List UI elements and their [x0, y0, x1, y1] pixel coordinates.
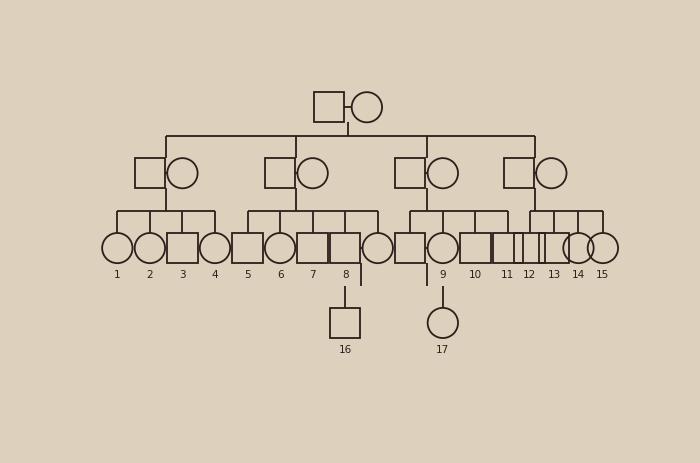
Bar	[314, 92, 344, 122]
Text: 17: 17	[436, 344, 449, 355]
Text: 1: 1	[114, 270, 120, 280]
Bar	[493, 233, 523, 263]
Bar	[514, 233, 545, 263]
Text: 6: 6	[276, 270, 284, 280]
Text: 10: 10	[469, 270, 482, 280]
Text: 3: 3	[179, 270, 186, 280]
Bar	[460, 233, 491, 263]
Bar	[134, 158, 165, 188]
Bar	[330, 308, 360, 338]
Bar	[265, 158, 295, 188]
Text: 13: 13	[547, 270, 561, 280]
Text: 2: 2	[146, 270, 153, 280]
Text: 14: 14	[572, 270, 585, 280]
Text: 8: 8	[342, 270, 349, 280]
Text: 9: 9	[440, 270, 446, 280]
Bar	[167, 233, 197, 263]
Bar	[232, 233, 262, 263]
Bar	[395, 158, 426, 188]
Bar	[395, 233, 426, 263]
Text: 12: 12	[523, 270, 536, 280]
Text: 11: 11	[501, 270, 514, 280]
Bar	[330, 233, 360, 263]
Bar	[503, 158, 534, 188]
Text: 5: 5	[244, 270, 251, 280]
Text: 15: 15	[596, 270, 610, 280]
Bar	[539, 233, 569, 263]
Text: 4: 4	[211, 270, 218, 280]
Text: 7: 7	[309, 270, 316, 280]
Text: 16: 16	[339, 344, 352, 355]
Bar	[298, 233, 328, 263]
